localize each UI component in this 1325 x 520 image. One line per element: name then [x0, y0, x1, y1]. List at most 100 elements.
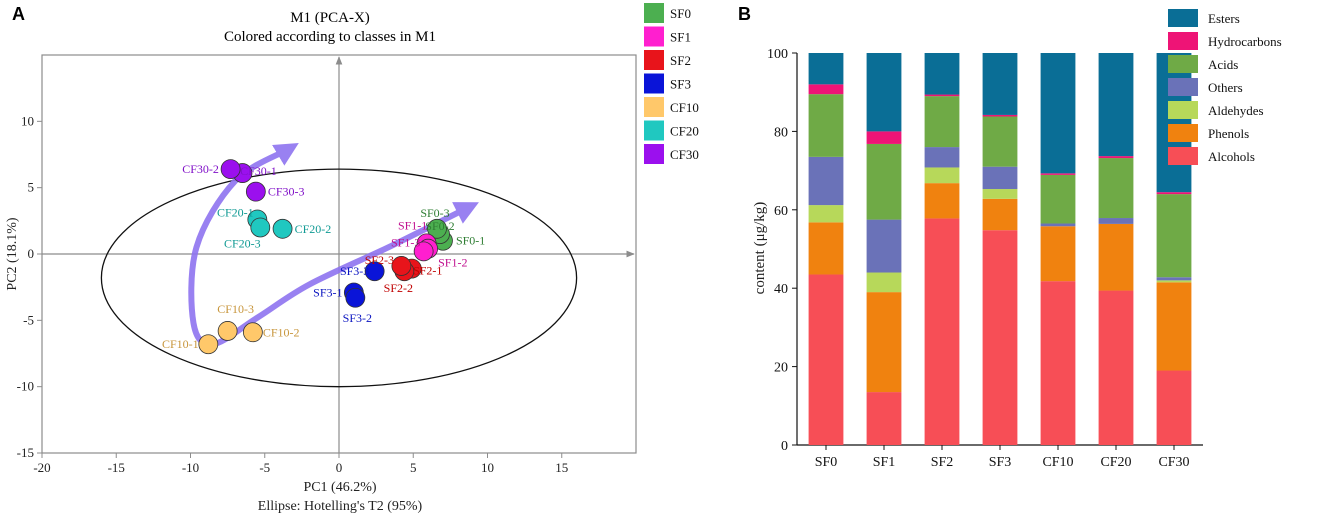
pca-legend-swatch — [644, 144, 664, 164]
pca-point-label: SF1-2 — [438, 256, 467, 270]
pca-legend-swatch — [644, 120, 664, 141]
bar-legend-swatch — [1168, 9, 1198, 27]
pca-point-cf10-2 — [242, 322, 263, 343]
pca-y-tick-label: -5 — [23, 312, 34, 327]
bar-legend-swatch — [1168, 32, 1198, 50]
pca-x-tick-label: -5 — [259, 460, 270, 475]
pca-point-sf0-3 — [427, 218, 447, 239]
bar-segment-aldehydes-sf2 — [924, 167, 960, 184]
stacked-bar-panel: 0 20 40 60 80 100 SF0 SF1 SF2 SF3 CF10 CF20 CF30 Est… — [752, 9, 1282, 470]
bar-x-tick-label: CF20 — [1100, 455, 1131, 470]
pca-point-label: SF1-1 — [398, 218, 427, 232]
bar-segment-esters-cf10 — [1040, 53, 1076, 174]
pca-legend-swatch — [644, 50, 664, 70]
bar-legend-label: Esters — [1208, 11, 1240, 26]
bar-stacks — [808, 53, 1192, 445]
bar-segment-alcohols-sf0 — [808, 274, 844, 445]
pca-y-tick-label: 5 — [28, 180, 35, 195]
pca-point-label: SF2-2 — [384, 281, 413, 295]
pca-legend-label: CF30 — [670, 147, 699, 162]
bar-legend-label: Phenols — [1208, 126, 1249, 141]
bar-x-tick-label: SF0 — [815, 455, 838, 470]
bar-segment-esters-cf30 — [1156, 53, 1192, 193]
pca-point-cf20-2 — [272, 218, 293, 239]
pca-legend-swatch — [644, 26, 664, 47]
pca-point-label: CF10-1 — [162, 337, 199, 351]
pca-point-label: SF0-1 — [456, 234, 485, 248]
bar-segment-phenols-cf10 — [1040, 226, 1076, 282]
pca-point-sf1-3 — [413, 241, 434, 262]
bar-segment-others-sf3 — [982, 166, 1018, 190]
bar-segment-phenols-sf1 — [866, 292, 902, 393]
bar-x-tick-label: SF3 — [989, 455, 1012, 470]
pca-legend-label: SF2 — [670, 53, 691, 68]
bar-segment-alcohols-sf1 — [866, 392, 902, 445]
pca-scatter-panel: M1 (PCA-X) Colored according to classes … — [5, 3, 699, 514]
pca-x-tick-label: 5 — [410, 460, 417, 475]
pca-point-label: CF30-1 — [240, 164, 277, 178]
bar-legend-label: Alcohols — [1208, 149, 1255, 164]
pca-x-tick-label: 0 — [336, 460, 343, 475]
bar-segment-others-sf2 — [924, 147, 960, 168]
bar-x-tick-label: CF10 — [1042, 455, 1073, 470]
bar-legend-label: Aldehydes — [1208, 103, 1264, 118]
pca-point-label: SF1-3 — [391, 235, 420, 249]
bar-segment-alcohols-cf20 — [1098, 290, 1134, 445]
pca-legend-label: CF20 — [670, 124, 699, 139]
bar-segment-acids-sf2 — [924, 96, 960, 148]
pca-points — [198, 159, 453, 355]
bar-x-tick-label: SF1 — [873, 455, 896, 470]
bar-segment-aldehydes-sf0 — [808, 205, 844, 223]
bar-segment-others-cf20 — [1098, 218, 1134, 224]
bar-segment-esters-cf20 — [1098, 53, 1134, 157]
bar-y-tick-label: 40 — [774, 282, 788, 297]
bar-segment-others-cf10 — [1040, 223, 1076, 227]
pca-point-sf3-2 — [345, 287, 366, 308]
bar-segment-hydrocarbons-cf30 — [1156, 192, 1192, 195]
bar-segment-esters-sf1 — [866, 53, 902, 132]
bar-legend-label: Hydrocarbons — [1208, 34, 1282, 49]
bar-segment-alcohols-cf10 — [1040, 281, 1076, 445]
bar-segment-hydrocarbons-cf20 — [1098, 156, 1134, 159]
pca-y-axis-label: PC2 (18.1%) — [5, 217, 20, 290]
bar-segment-alcohols-sf3 — [982, 230, 1018, 445]
pca-point-label: SF0-3 — [420, 206, 449, 220]
bar-legend-swatch — [1168, 78, 1198, 96]
bar-legend-label: Others — [1208, 80, 1243, 95]
bar-segment-phenols-cf30 — [1156, 282, 1192, 371]
bar-y-tick-label: 60 — [774, 204, 788, 219]
pca-point-label: SF0-2 — [425, 219, 454, 233]
pca-y-tick-label: 0 — [28, 246, 35, 261]
bar-segment-hydrocarbons-sf1 — [866, 131, 902, 144]
pca-legend-label: CF10 — [670, 100, 699, 115]
bar-segment-acids-sf1 — [866, 143, 902, 220]
pca-legend-swatch — [644, 3, 664, 23]
pca-footnote: Ellipse: Hotelling's T2 (95%) — [258, 499, 423, 514]
pca-title: M1 (PCA-X) — [290, 10, 370, 26]
bar-y-tick-label: 20 — [774, 361, 788, 376]
bar-legend-swatch — [1168, 101, 1198, 119]
pca-y-tick-label: -10 — [17, 379, 34, 394]
pca-subtitle: Colored according to classes in M1 — [224, 29, 436, 45]
pca-point-label: SF2-1 — [413, 264, 442, 278]
bar-segment-hydrocarbons-cf10 — [1040, 173, 1076, 175]
pca-y-tick-label: 10 — [21, 113, 34, 128]
pca-point-label: CF10-2 — [263, 325, 300, 339]
bar-legend-swatch — [1168, 147, 1198, 165]
pca-point-label: CF10-3 — [217, 302, 254, 316]
bar-segment-esters-sf0 — [808, 53, 844, 85]
pca-point-cf10-1 — [198, 334, 219, 355]
bar-segment-others-cf30 — [1156, 277, 1192, 281]
pca-legend-label: SF3 — [670, 77, 691, 92]
bar-segment-alcohols-cf30 — [1156, 370, 1192, 445]
pca-point-label: CF20-3 — [224, 236, 261, 250]
bar-segment-hydrocarbons-sf0 — [808, 84, 844, 95]
bar-segment-acids-sf3 — [982, 116, 1018, 167]
pca-point-label: SF3-3 — [340, 264, 369, 278]
bar-segment-acids-sf0 — [808, 94, 844, 157]
bar-segment-esters-sf2 — [924, 53, 960, 95]
bar-legend-swatch — [1168, 55, 1198, 73]
bar-segment-phenols-sf3 — [982, 198, 1018, 231]
